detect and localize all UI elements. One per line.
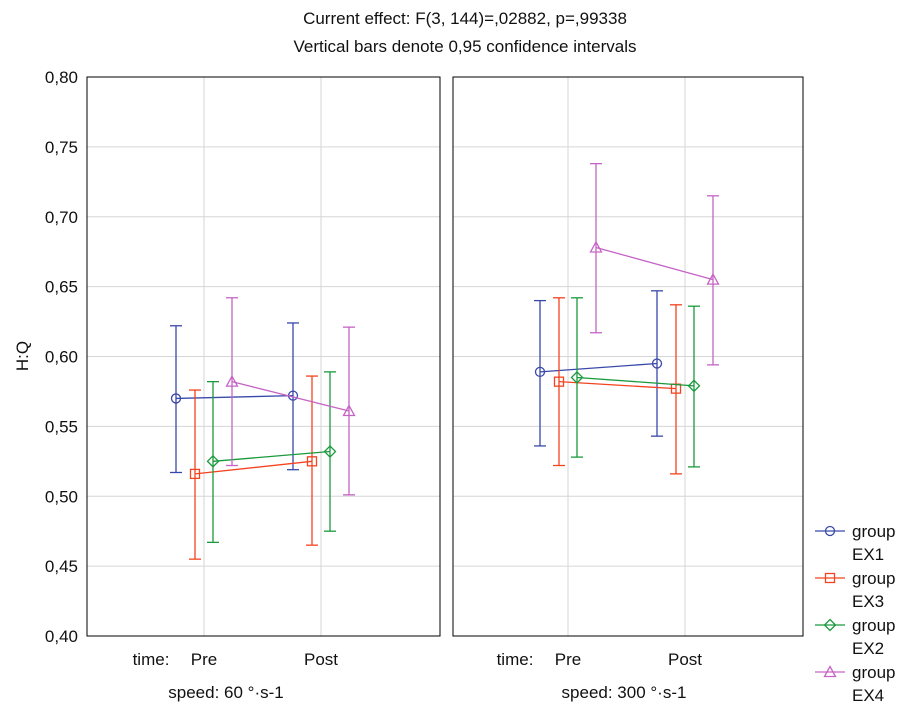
series-line-1 [175,394,294,400]
legend-marker [823,665,837,678]
x-tick-label: Pre [555,650,581,669]
data-point [589,240,603,253]
y-axis-label: H:Q [13,341,32,371]
chart-title: Current effect: F(3, 144)=,02882, p=,993… [303,9,627,28]
legend-label: group [852,522,895,541]
series-line-3 [576,376,695,387]
panel-frame [86,76,441,637]
legend-marker [823,618,837,632]
y-tick-label: 0,60 [45,348,78,367]
series-line-1 [539,362,658,373]
series-line-4 [231,381,350,412]
data-point [651,358,663,369]
x-tick-label: Post [304,650,338,669]
y-tick-label: 0,80 [45,68,78,87]
series-line-2 [558,381,677,390]
panel-left: time: Pre Post [86,76,441,669]
data-point [206,454,220,468]
y-tick-label: 0,45 [45,557,78,576]
data-point [189,468,201,480]
y-tick-label: 0,65 [45,278,78,297]
panel-frame [452,76,804,637]
data-point [323,445,337,458]
series-line-2 [194,460,313,475]
data-point [342,404,356,417]
legend-label-sub: EX2 [852,639,884,658]
data-point [306,456,318,467]
x-tick-label: Pre [191,650,217,669]
x-axis-prefix: time: [497,650,534,669]
data-point [225,374,239,387]
data-point [170,393,182,404]
y-tick-label: 0,40 [45,627,78,646]
y-tick-label: 0,75 [45,138,78,157]
y-tick-label: 0,50 [45,487,78,506]
legend-label-sub: EX1 [852,545,884,564]
legend-label: group [852,663,895,682]
legend-item-3: group EX2 [815,616,895,658]
panel-label-left: speed: 60 °·s-1 [168,683,283,702]
legend-label-sub: EX4 [852,686,884,705]
x-tick-label: Post [668,650,702,669]
legend-marker [824,572,836,584]
legend-label-sub: EX3 [852,592,884,611]
legend-item-2: group EX3 [815,569,895,611]
legend-label: group [852,569,895,588]
legend: group EX1 group EX3 group EX2 group EX4 [815,522,895,705]
legend-item-1: group EX1 [815,522,895,564]
y-tick-label: 0,55 [45,417,78,436]
legend-item-4: group EX4 [815,663,895,705]
chart-subtitle: Vertical bars denote 0,95 confidence int… [293,37,636,56]
series-line-4 [595,246,714,281]
data-point [706,272,720,285]
y-tick-label: 0,70 [45,208,78,227]
panel-right: time: Pre Post [452,76,804,669]
data-point [687,379,701,393]
panel-label-right: speed: 300 °·s-1 [562,683,687,702]
plot-layer: 0,40 0,45 0,50 0,55 0,60 0,65 0,70 0,75 0,80 time… [45,68,804,669]
x-axis-prefix: time: [133,650,170,669]
data-point [570,371,584,384]
legend-marker [824,525,836,537]
data-point [553,376,565,387]
data-point [534,366,546,378]
legend-label: group [852,616,895,635]
